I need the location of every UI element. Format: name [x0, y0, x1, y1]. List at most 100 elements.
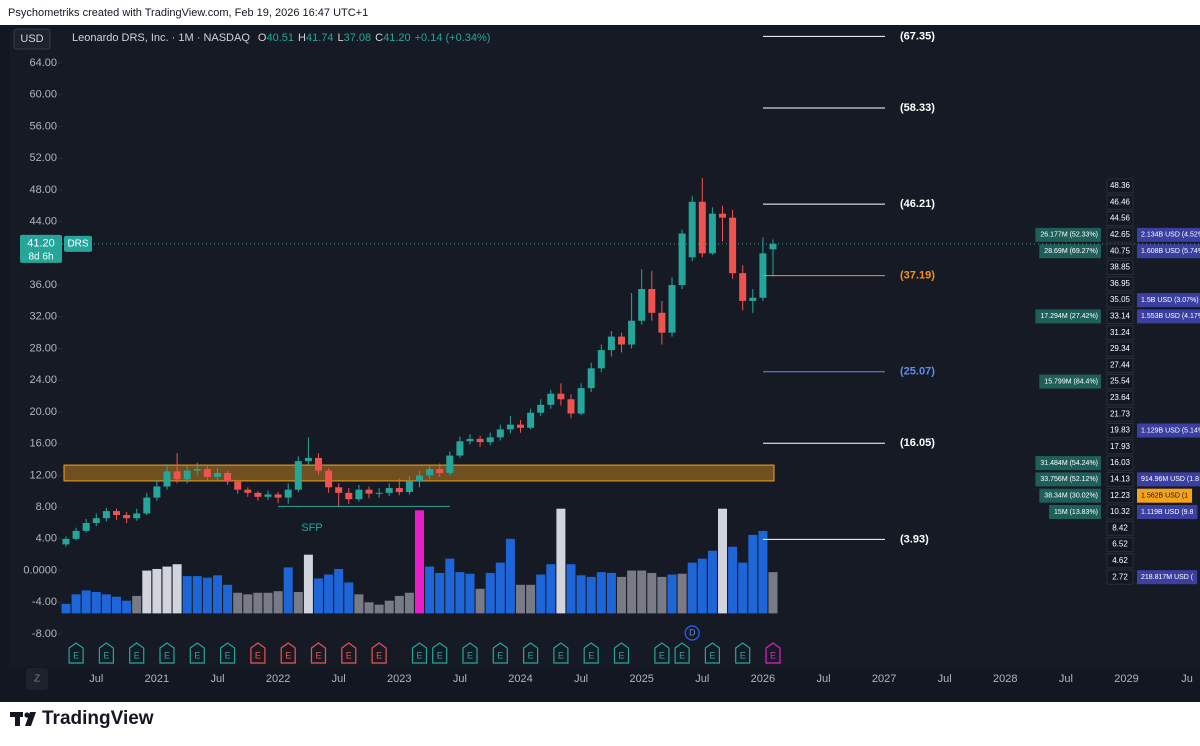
- histogram-bar: [293, 591, 303, 614]
- histogram-bar: [91, 591, 101, 614]
- profile-left-box: [1035, 309, 1101, 324]
- profile-right-label: 1.562B USD (1: [1141, 493, 1188, 500]
- profile-left-box: [1039, 244, 1101, 259]
- earnings-label: E: [346, 650, 352, 660]
- histogram-bar: [364, 602, 374, 614]
- candle-body: [658, 312, 666, 333]
- level-label: (16.05): [900, 437, 935, 449]
- candle-body: [375, 492, 383, 494]
- candle-body: [517, 424, 524, 428]
- earnings-marker: [654, 642, 670, 664]
- x-tick-label: Jul: [574, 673, 588, 685]
- candle-body: [113, 511, 120, 516]
- z-button[interactable]: [26, 668, 48, 690]
- histogram-bar: [415, 510, 424, 614]
- histogram-bar: [738, 562, 748, 614]
- profile-price-cell: [1106, 569, 1134, 585]
- brand: TradingView: [42, 708, 154, 729]
- histogram-bar: [404, 592, 414, 614]
- tv-logo: [10, 712, 36, 726]
- histogram-bar: [374, 604, 384, 614]
- candle-body: [557, 393, 565, 400]
- profile-price-cell: [1106, 194, 1134, 210]
- candle-body: [446, 455, 454, 474]
- earnings-label: E: [164, 650, 170, 660]
- x-tick-label: Jul: [89, 673, 103, 685]
- earnings-marker: [371, 642, 387, 664]
- earnings-label: E: [659, 650, 665, 660]
- profile-price: 21.73: [1110, 409, 1131, 418]
- candle-body: [365, 489, 373, 494]
- profile-price: 16.03: [1110, 458, 1131, 467]
- profile-right-label: 218.817M USD (: [1141, 574, 1194, 581]
- histogram-bar: [657, 576, 667, 614]
- histogram-bar: [61, 603, 71, 614]
- legend-key: C: [375, 32, 383, 44]
- candle-body: [264, 494, 272, 497]
- dividend-marker: [684, 625, 700, 641]
- profile-price: 48.36: [1110, 181, 1131, 190]
- histogram-bar: [748, 534, 758, 614]
- profile-price-cell: [1106, 341, 1134, 357]
- histogram-bar: [627, 570, 637, 614]
- earnings-marker: [583, 642, 599, 664]
- candle-body: [628, 320, 636, 345]
- profile-price-cell: [1106, 537, 1134, 553]
- earnings-label: E: [73, 650, 79, 660]
- profile-price: 6.52: [1112, 540, 1128, 549]
- profile-price: 36.95: [1110, 279, 1131, 288]
- legend-key: L: [337, 32, 343, 44]
- histogram-bar: [677, 573, 687, 614]
- y-tick-label: 56.00: [29, 120, 57, 132]
- candle-body: [214, 473, 221, 477]
- histogram-bar: [223, 584, 233, 614]
- candle-body: [133, 513, 141, 519]
- candle-body: [678, 233, 686, 286]
- x-tick-label: 2023: [387, 673, 411, 685]
- histogram-bar: [596, 572, 606, 614]
- profile-price: 38.85: [1110, 263, 1131, 272]
- profile-price: 8.42: [1112, 523, 1128, 532]
- profile-price: 25.54: [1110, 377, 1131, 386]
- profile-right-label: 1.129B USD (5.14%): [1141, 427, 1200, 434]
- histogram-bar: [586, 576, 596, 614]
- profile-price: 23.64: [1110, 393, 1131, 402]
- profile-price-cell: [1106, 178, 1134, 194]
- candle-body: [769, 243, 777, 250]
- earnings-marker: [765, 642, 781, 664]
- candle-body: [385, 488, 393, 493]
- profile-price-cell: [1106, 553, 1134, 569]
- profile-price-cell: [1106, 292, 1134, 308]
- profile-left-label: 28.69M (69.27%): [1044, 248, 1098, 255]
- profile-left-label: 26.177M (52.33%): [1040, 232, 1098, 239]
- y-tick-label: 48.00: [29, 184, 57, 196]
- candle-body: [274, 494, 282, 498]
- profile-price-cell: [1106, 243, 1134, 259]
- profile-left-box: [1039, 374, 1101, 389]
- profile-right-box: [1137, 244, 1200, 259]
- profile-right-box: [1137, 505, 1198, 519]
- candle-body: [506, 424, 514, 430]
- histogram-bar: [314, 578, 323, 614]
- legend-change: +0.14 (+0.34%): [415, 32, 491, 44]
- candle-body: [587, 368, 595, 389]
- candle-body: [395, 488, 403, 493]
- x-tick-label: Jul: [695, 673, 709, 685]
- legend-value: 41.20: [383, 32, 411, 44]
- level-label: (25.07): [900, 366, 935, 378]
- candle-body: [173, 471, 181, 480]
- earnings-marker: [462, 642, 478, 664]
- histogram-bar: [505, 538, 515, 614]
- candle-body: [102, 511, 110, 519]
- level-label: (67.35): [900, 30, 935, 42]
- histogram-bar: [566, 564, 576, 614]
- x-tick-label: 2026: [751, 673, 775, 685]
- earnings-marker: [220, 642, 236, 664]
- candle-body: [638, 289, 646, 321]
- profile-price-cell: [1106, 308, 1134, 324]
- currency-button[interactable]: [13, 28, 51, 50]
- profile-price-cell: [1106, 390, 1134, 406]
- countdown: 8d 6h: [28, 251, 53, 262]
- profile-price: 17.93: [1110, 442, 1131, 451]
- profile-right-box: [1137, 472, 1200, 487]
